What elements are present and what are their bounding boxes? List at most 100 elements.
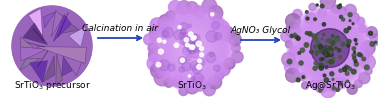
Circle shape <box>310 80 319 89</box>
Circle shape <box>289 47 298 56</box>
Circle shape <box>345 72 349 75</box>
Circle shape <box>313 66 317 70</box>
Circle shape <box>330 72 334 76</box>
Circle shape <box>166 22 218 74</box>
Circle shape <box>190 61 199 70</box>
Circle shape <box>306 24 354 72</box>
Circle shape <box>158 14 174 30</box>
Circle shape <box>214 33 222 40</box>
Circle shape <box>215 21 229 35</box>
Circle shape <box>186 43 189 47</box>
Text: AgNO₃ Glycol: AgNO₃ Glycol <box>231 26 291 35</box>
Circle shape <box>305 44 308 47</box>
Circle shape <box>172 76 184 87</box>
Circle shape <box>316 41 320 45</box>
Circle shape <box>168 24 216 72</box>
Text: Calcination in air: Calcination in air <box>82 24 158 33</box>
Circle shape <box>189 42 194 46</box>
Circle shape <box>200 53 203 57</box>
Circle shape <box>211 17 223 29</box>
Circle shape <box>344 4 356 16</box>
Circle shape <box>173 29 211 67</box>
Circle shape <box>339 15 342 19</box>
Circle shape <box>354 39 357 41</box>
Circle shape <box>324 48 328 52</box>
Circle shape <box>167 64 175 71</box>
Circle shape <box>309 3 316 10</box>
Polygon shape <box>69 26 86 47</box>
Circle shape <box>319 49 322 53</box>
Circle shape <box>180 29 186 34</box>
Circle shape <box>306 17 309 20</box>
Circle shape <box>308 26 352 69</box>
Circle shape <box>299 73 306 80</box>
Circle shape <box>217 62 230 76</box>
Polygon shape <box>29 61 48 83</box>
Circle shape <box>369 31 373 35</box>
Circle shape <box>345 65 348 68</box>
Circle shape <box>316 4 318 6</box>
Polygon shape <box>56 54 63 84</box>
Circle shape <box>311 29 349 67</box>
Circle shape <box>291 9 369 87</box>
Circle shape <box>335 47 337 49</box>
Circle shape <box>163 40 166 43</box>
Circle shape <box>322 50 327 55</box>
Circle shape <box>365 68 372 75</box>
Circle shape <box>325 61 328 63</box>
Circle shape <box>325 40 328 42</box>
Circle shape <box>224 58 235 69</box>
Circle shape <box>294 35 298 38</box>
Circle shape <box>183 47 191 55</box>
Circle shape <box>298 52 301 54</box>
Circle shape <box>332 87 335 90</box>
Circle shape <box>329 59 333 64</box>
Circle shape <box>319 66 324 70</box>
Circle shape <box>169 1 181 14</box>
Circle shape <box>333 57 335 59</box>
Circle shape <box>191 34 200 44</box>
Polygon shape <box>23 23 48 45</box>
Circle shape <box>362 57 366 61</box>
Circle shape <box>305 13 316 24</box>
Circle shape <box>318 44 323 49</box>
Circle shape <box>285 23 301 38</box>
Circle shape <box>321 83 336 98</box>
Circle shape <box>148 43 158 53</box>
Circle shape <box>352 47 356 50</box>
Circle shape <box>328 46 331 49</box>
Circle shape <box>212 22 220 29</box>
Circle shape <box>179 67 185 72</box>
FancyArrowPatch shape <box>241 38 279 42</box>
Circle shape <box>150 63 166 78</box>
Circle shape <box>192 64 201 74</box>
Circle shape <box>326 46 330 51</box>
Circle shape <box>177 33 207 63</box>
Circle shape <box>313 31 347 65</box>
Circle shape <box>297 38 299 40</box>
Circle shape <box>175 31 209 65</box>
Circle shape <box>185 80 199 94</box>
Text: SrTiO$_3$: SrTiO$_3$ <box>177 79 207 92</box>
Circle shape <box>198 59 201 63</box>
Circle shape <box>156 62 161 67</box>
Circle shape <box>296 36 300 40</box>
Circle shape <box>154 69 170 86</box>
Circle shape <box>232 51 243 63</box>
Circle shape <box>354 51 355 53</box>
Circle shape <box>331 5 339 13</box>
Polygon shape <box>28 8 43 36</box>
Circle shape <box>316 33 318 35</box>
Circle shape <box>228 33 241 46</box>
Circle shape <box>352 23 354 25</box>
Circle shape <box>341 42 345 46</box>
Circle shape <box>191 75 207 91</box>
Polygon shape <box>62 57 72 76</box>
Circle shape <box>356 17 365 25</box>
Circle shape <box>337 7 347 16</box>
Circle shape <box>370 34 378 45</box>
Circle shape <box>179 56 186 64</box>
Circle shape <box>317 35 343 61</box>
Circle shape <box>184 38 189 42</box>
Circle shape <box>347 80 349 82</box>
